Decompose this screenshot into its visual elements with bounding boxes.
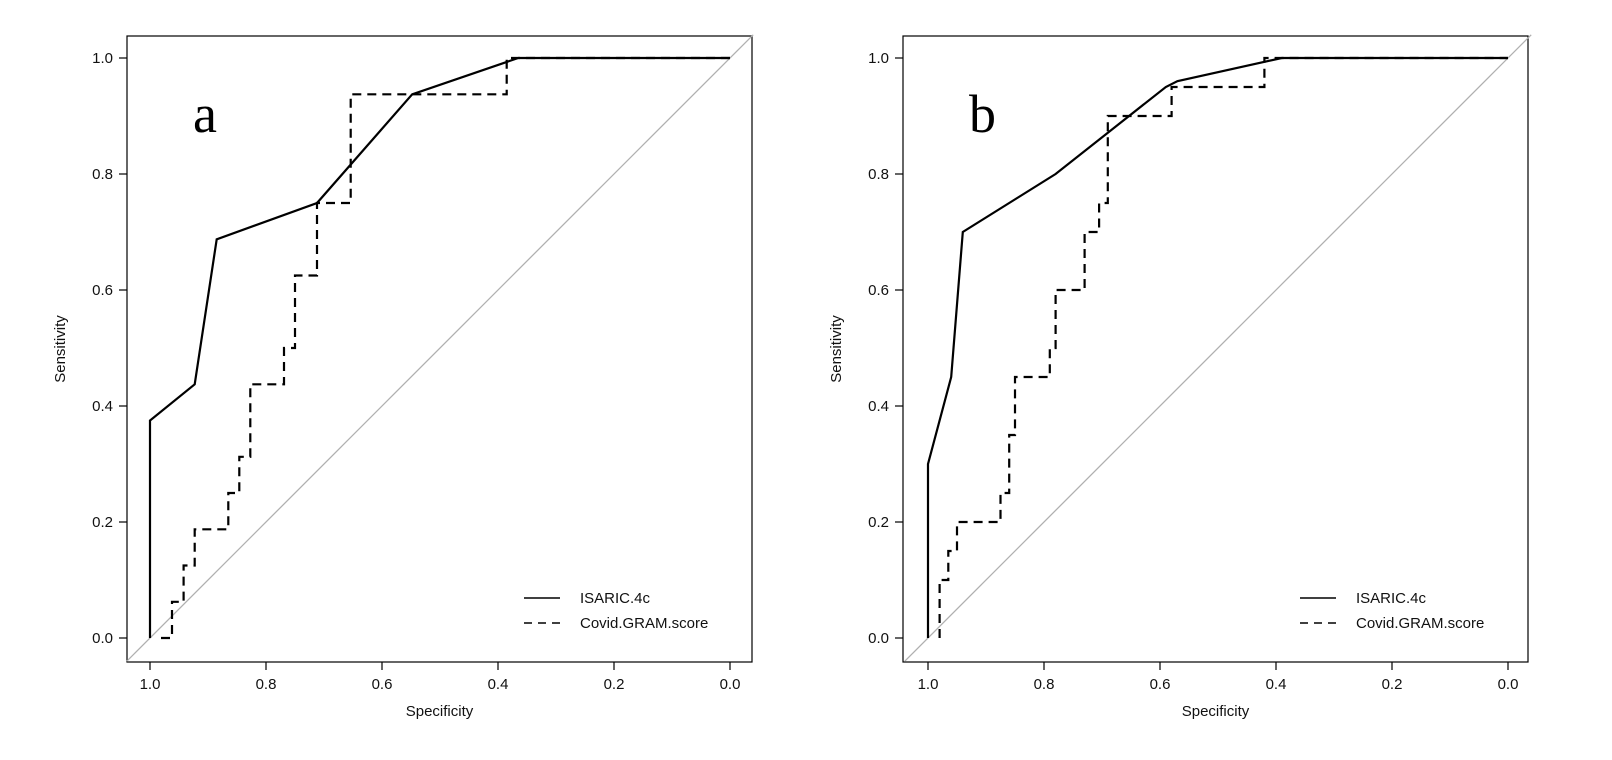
x-tick-label: 1.0	[918, 676, 939, 693]
x-tick-label: 0.0	[1498, 676, 1519, 693]
y-axis-title: Sensitivity	[828, 315, 845, 383]
x-axis-title: Specificity	[406, 703, 474, 720]
y-tick-label: 0.4	[92, 398, 113, 415]
x-tick-label: 0.0	[720, 676, 741, 693]
series-line-isaric-4c	[926, 56, 1508, 638]
y-tick-label: 0.6	[868, 282, 889, 299]
x-tick-label: 0.8	[256, 676, 277, 693]
legend-label: Covid.GRAM.score	[580, 615, 708, 632]
y-tick-label: 0.4	[868, 398, 889, 415]
plot-frame	[902, 35, 1529, 663]
series-line-covid-gram-score	[161, 56, 730, 640]
y-tick-label: 0.8	[868, 166, 889, 183]
panel-label: b	[969, 84, 996, 144]
series-line-covid-gram-score	[938, 56, 1508, 638]
y-tick-label: 0.8	[92, 166, 113, 183]
x-tick-label: 0.6	[372, 676, 393, 693]
series-line-isaric-4c	[148, 56, 730, 638]
y-tick-label: 0.2	[868, 514, 889, 531]
x-tick-label: 0.2	[1382, 676, 1403, 693]
panel-label: a	[193, 84, 217, 144]
y-axis-title: Sensitivity	[52, 315, 69, 383]
y-tick-label: 0.2	[92, 514, 113, 531]
x-axis-title: Specificity	[1182, 703, 1250, 720]
legend-label: ISARIC.4c	[580, 590, 651, 607]
y-tick-label: 0.6	[92, 282, 113, 299]
plot-frame	[126, 35, 753, 663]
x-tick-label: 0.4	[488, 676, 509, 693]
legend-label: Covid.GRAM.score	[1356, 615, 1484, 632]
x-tick-label: 0.6	[1150, 676, 1171, 693]
y-tick-label: 0.0	[868, 630, 889, 647]
x-tick-label: 1.0	[140, 676, 161, 693]
x-tick-label: 0.4	[1266, 676, 1287, 693]
roc-panel-b: 1.0 0.8 0.6 0.4 0.2 0.0 0.0 0.2 0.4 0.6 0.8 1.0 Spec…	[828, 34, 1532, 720]
reference-diagonal-line	[904, 34, 1532, 662]
legend-label: ISARIC.4c	[1356, 590, 1427, 607]
x-tick-label: 0.8	[1034, 676, 1055, 693]
reference-diagonal-line	[126, 34, 754, 662]
y-tick-label: 1.0	[868, 50, 889, 67]
y-tick-label: 0.0	[92, 630, 113, 647]
y-tick-label: 1.0	[92, 50, 113, 67]
x-tick-label: 0.2	[604, 676, 625, 693]
roc-panel-a: 1.0 0.8 0.6 0.4 0.2 0.0 0.0 0.2 0.4 0.6 0.8 1.0 Spec…	[52, 34, 754, 720]
